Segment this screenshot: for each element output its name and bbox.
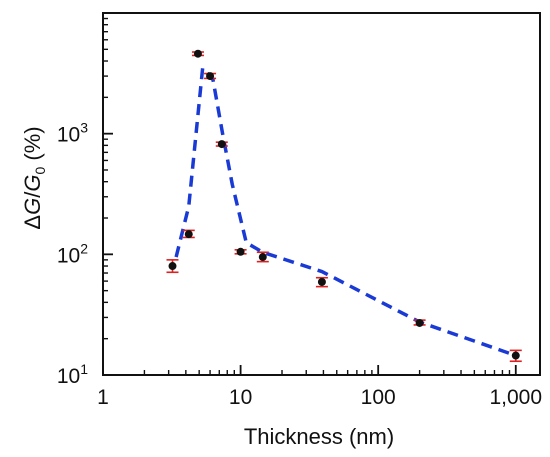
y-axis-title-subscript: 0 <box>32 167 48 175</box>
data-point <box>511 351 520 360</box>
data-point <box>258 253 267 262</box>
data-point <box>168 262 177 271</box>
y-tick-label: 102 <box>57 240 88 267</box>
y-tick-labels: 101 102 103 <box>57 120 88 388</box>
x-tick-label: 100 <box>361 386 396 409</box>
y-tick-label: 101 <box>57 361 88 388</box>
y-axis-title-slash: / <box>20 191 45 198</box>
x-axis-title: Thickness (nm) <box>244 424 394 449</box>
data-point <box>217 140 226 149</box>
data-point <box>415 318 424 327</box>
data-point <box>193 49 202 58</box>
fit-line <box>174 66 517 358</box>
x-tick-labels: 1 10 100 1,000 <box>97 386 542 409</box>
data-point <box>317 277 326 286</box>
error-bar-layer <box>166 51 522 363</box>
x-tick-label: 10 <box>229 386 252 409</box>
y-axis-title-g: G <box>20 198 45 215</box>
data-point-layer <box>168 49 520 360</box>
axes <box>102 12 541 376</box>
data-point <box>206 72 215 81</box>
x-tick-label: 1,000 <box>489 386 542 409</box>
data-point <box>236 247 245 256</box>
y-axis-title: ΔG/G0 (%) <box>20 126 48 229</box>
fit-line-layer <box>174 66 517 358</box>
plot-frame <box>102 12 541 376</box>
y-axis-title-unit: (%) <box>20 126 45 166</box>
y-axis-title-g0: G <box>20 175 45 192</box>
y-axis-title-delta: Δ <box>20 215 45 230</box>
x-tick-label: 1 <box>97 386 109 409</box>
y-tick-label: 103 <box>57 120 88 147</box>
data-point <box>184 230 193 239</box>
